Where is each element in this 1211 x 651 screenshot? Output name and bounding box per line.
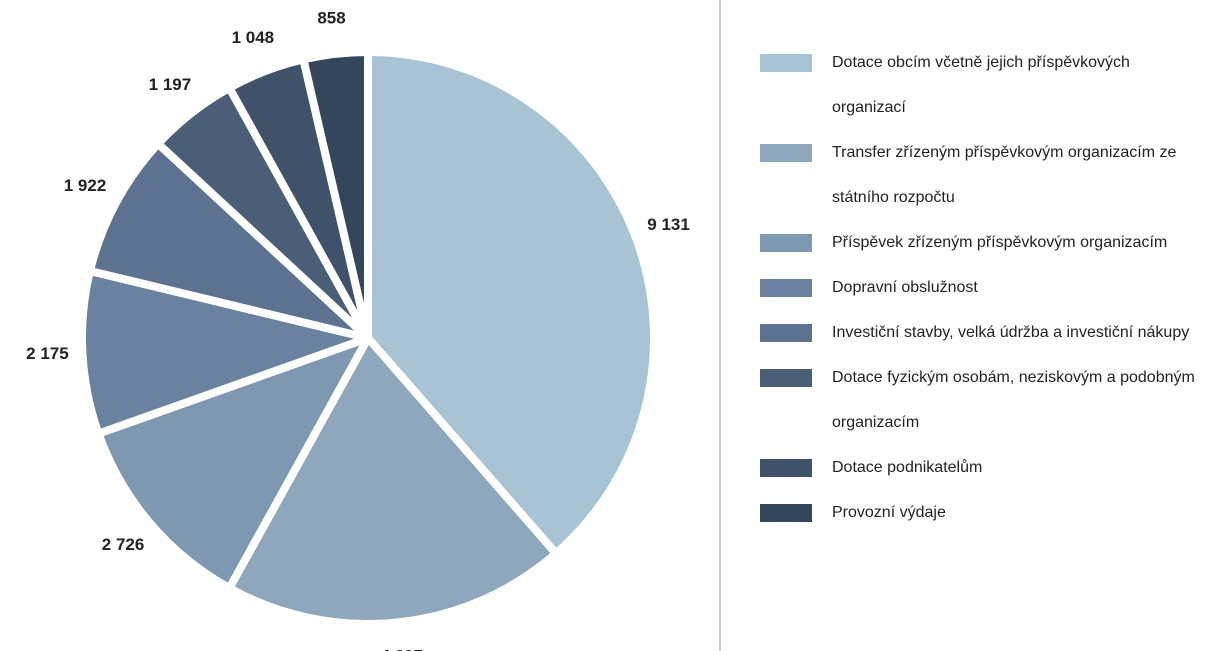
- legend-swatch: [760, 234, 812, 252]
- legend-swatch: [760, 54, 812, 72]
- pie-slice: [94, 334, 372, 593]
- legend-swatch: [760, 279, 812, 297]
- legend-label: Dotace podnikatelům: [832, 459, 983, 476]
- data-label: 9 131: [647, 215, 690, 234]
- legend-swatch: [760, 144, 812, 162]
- pie-slice: [225, 334, 560, 628]
- legend-item: Provozní výdaje: [760, 490, 1210, 535]
- pie-slice: [85, 139, 372, 342]
- legend-label: Dotace fyzickým osobám, neziskovým a pod…: [832, 369, 1195, 431]
- legend-item: Investiční stavby, velká údržba a invest…: [760, 310, 1210, 355]
- data-label: 1 048: [232, 28, 275, 47]
- legend: Dotace obcím včetně jejich příspěvkových…: [760, 40, 1210, 535]
- legend-label: Dopravní obslužnost: [832, 279, 978, 296]
- pie-slice: [78, 266, 372, 438]
- legend-item: Transfer zřízeným příspěvkovým organizac…: [760, 130, 1210, 220]
- legend-label: Transfer zřízeným příspěvkovým organizac…: [832, 144, 1177, 206]
- legend-swatch: [760, 324, 812, 342]
- legend-item: Dopravní obslužnost: [760, 265, 1210, 310]
- data-label: 1 922: [64, 176, 107, 195]
- legend-item: Dotace podnikatelům: [760, 445, 1210, 490]
- legend-label: Příspěvek zřízeným příspěvkovým organiza…: [832, 234, 1168, 251]
- data-label: 858: [317, 9, 345, 28]
- legend-swatch: [760, 504, 812, 522]
- legend-swatch: [760, 459, 812, 477]
- legend-label: Provozní výdaje: [832, 504, 946, 521]
- data-label: 2 726: [102, 535, 145, 554]
- legend-label: Investiční stavby, velká údržba a invest…: [832, 324, 1190, 341]
- pie-slice: [299, 48, 372, 342]
- data-label: 2 175: [26, 344, 69, 363]
- legend-item: Dotace obcím včetně jejich příspěvkových…: [760, 40, 1210, 130]
- legend-label: Dotace obcím včetně jejich příspěvkových…: [832, 54, 1130, 116]
- data-label: 1 197: [149, 75, 192, 94]
- legend-swatch: [760, 369, 812, 387]
- data-label: 4 607: [381, 647, 424, 651]
- pie-slice: [364, 48, 658, 558]
- legend-item: Příspěvek zřízeným příspěvkovým organiza…: [760, 220, 1210, 265]
- legend-item: Dotace fyzickým osobám, neziskovým a pod…: [760, 355, 1210, 445]
